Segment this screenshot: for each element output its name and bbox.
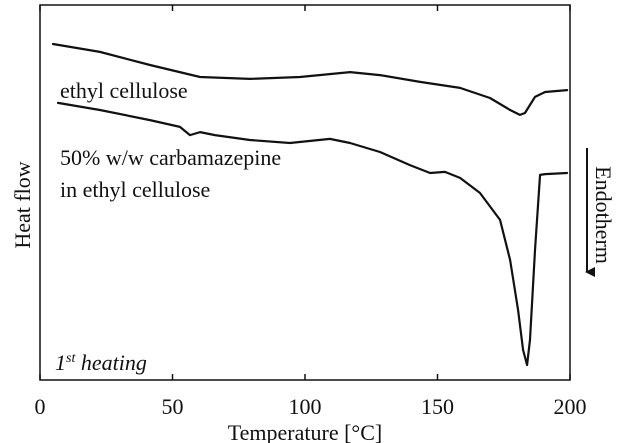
annotation: 1st heating [55, 350, 147, 375]
y-axis-label: Heat flow [10, 161, 35, 248]
x-tick-label: 150 [421, 394, 454, 419]
annotation-part: 1 [55, 350, 66, 375]
x-tick-label: 100 [289, 394, 322, 419]
annotation: in ethyl cellulose [60, 177, 210, 202]
x-tick-label: 200 [554, 394, 587, 419]
annotation: ethyl cellulose [60, 78, 188, 103]
x-axis-label: Temperature [°C] [228, 420, 382, 443]
line-series [51, 42, 569, 116]
annotation: Endotherm [591, 166, 616, 264]
annotation-part: heating [75, 350, 147, 375]
annotation: 50% w/w carbamazepine [60, 145, 281, 170]
x-tick-label: 0 [35, 394, 46, 419]
annotation-part: st [66, 351, 76, 366]
x-tick-label: 50 [162, 394, 184, 419]
line-series [56, 101, 569, 367]
